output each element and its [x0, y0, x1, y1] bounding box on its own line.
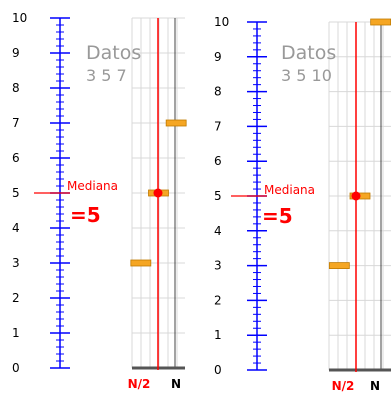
- mediana-label: Mediana: [264, 183, 315, 197]
- axis-tick-label: 6: [12, 151, 20, 165]
- axis-tick-label: 10: [214, 15, 229, 29]
- axis-tick-label: 7: [12, 116, 20, 130]
- axis-tick-label: 2: [12, 291, 20, 305]
- axis-tick-label: 1: [214, 328, 222, 342]
- axis-tick-label: 0: [214, 363, 222, 377]
- panel-left: 0 1 2 3 4 5 6 7 8 9 10 Datos 3 5 7 Mediana =5 N/2 N: [12, 11, 187, 391]
- axis-tick-label: 9: [214, 50, 222, 64]
- axis-tick-label: 5: [12, 186, 20, 200]
- datos-values: 3 5 7: [86, 66, 127, 85]
- n-half-label: N/2: [128, 377, 151, 391]
- axis-tick-label: 4: [12, 221, 20, 235]
- axis-tick-label: 6: [214, 154, 222, 168]
- mediana-label: Mediana: [67, 179, 118, 193]
- axis-tick-label: 1: [12, 326, 20, 340]
- axis-tick-label: 4: [214, 224, 222, 238]
- median-point: [351, 191, 361, 201]
- axis-tick-label: 2: [214, 293, 222, 307]
- n-label: N: [171, 377, 181, 391]
- n-half-label: N/2: [332, 379, 355, 393]
- axis-tick-label: 9: [12, 46, 20, 60]
- axis-tick-label: 3: [214, 259, 222, 273]
- datos-label: Datos: [281, 42, 336, 64]
- axis-tick-label: 8: [214, 85, 222, 99]
- axis-tick-label: 0: [12, 361, 20, 375]
- n-label: N: [370, 379, 380, 393]
- data-bar-3: [130, 259, 152, 267]
- axis-tick-label: 7: [214, 119, 222, 133]
- datos-label: Datos: [86, 42, 141, 64]
- median-result: =5: [262, 204, 293, 228]
- data-bar-3: [328, 262, 350, 270]
- median-point: [153, 188, 163, 198]
- axis-tick-label: 3: [12, 256, 20, 270]
- axis-tick-label: 8: [12, 81, 20, 95]
- panel-right: 0 1 2 3 4 5 6 7 8 9 10 Datos 3 5 10 Mediana =5 N/2 N: [214, 15, 391, 393]
- data-bar-7: [165, 119, 187, 127]
- datos-values: 3 5 10: [281, 66, 332, 85]
- data-bar-10: [370, 18, 391, 26]
- axis-tick-label: 10: [12, 11, 27, 25]
- median-result: =5: [70, 203, 101, 227]
- axis-tick-label: 5: [214, 189, 222, 203]
